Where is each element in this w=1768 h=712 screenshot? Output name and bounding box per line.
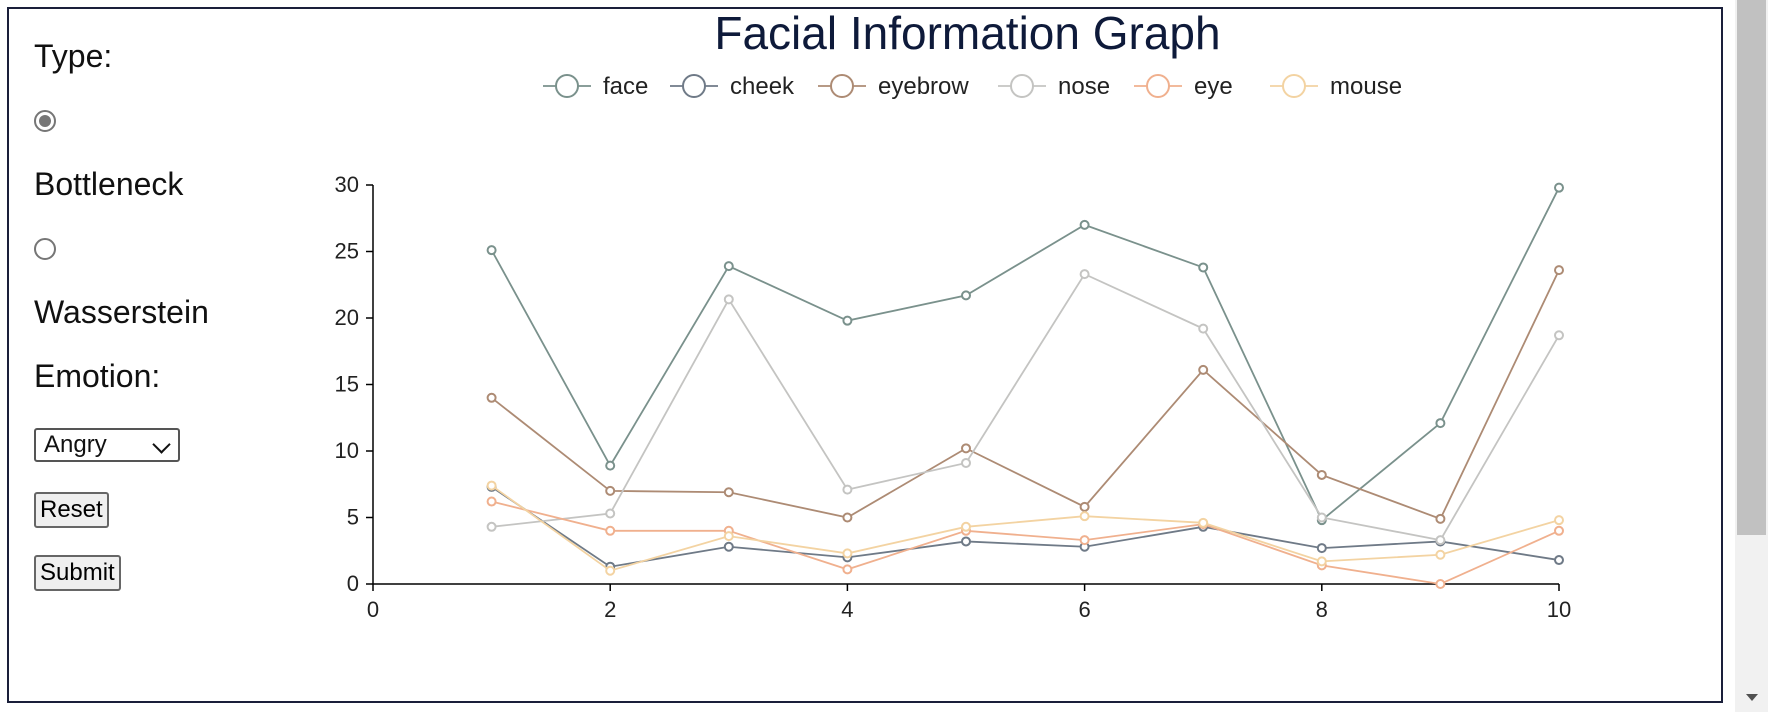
legend-label-eyebrow: eyebrow [878, 73, 969, 100]
data-point-mouse [486, 480, 497, 491]
data-point-eyebrow [605, 485, 616, 496]
legend-label-eye: eye [1194, 73, 1233, 100]
data-point-mouse [1435, 549, 1446, 560]
legend-marker-nose [1010, 74, 1034, 98]
data-point-face [961, 290, 971, 301]
scroll-down-arrow-icon[interactable] [1746, 694, 1758, 701]
data-point-cheek [723, 541, 734, 552]
data-point-nose [723, 294, 734, 305]
emotion-select-value: Angry [44, 431, 107, 458]
series-line-mouse [491, 484, 1560, 572]
data-point-nose [486, 521, 497, 532]
data-point-eye [1079, 535, 1090, 546]
y-tick-label: 10 [335, 438, 359, 463]
type-label: Type: [34, 38, 113, 74]
data-point-nose [605, 508, 616, 519]
vertical-scrollbar[interactable] [1735, 0, 1768, 712]
data-point-cheek [1554, 555, 1564, 566]
data-point-nose [1079, 269, 1090, 280]
x-tick-label: 0 [367, 597, 379, 622]
data-point-eye [605, 525, 616, 536]
data-point-eyebrow [1554, 265, 1564, 276]
y-tick-label: 30 [335, 172, 359, 197]
series-line-nose [491, 272, 1560, 542]
scrollbar-thumb[interactable] [1737, 0, 1766, 535]
submit-button[interactable]: Submit [34, 555, 121, 591]
data-point-eyebrow [1316, 469, 1327, 480]
data-point-mouse [1554, 515, 1564, 526]
data-point-face [842, 315, 853, 326]
legend-marker-cheek [682, 74, 706, 98]
data-point-mouse [605, 565, 616, 576]
data-point-mouse [1316, 556, 1327, 567]
data-point-eyebrow [1435, 513, 1446, 524]
data-point-face [1198, 262, 1209, 273]
data-point-mouse [1198, 517, 1209, 528]
data-point-cheek [961, 536, 971, 547]
emotion-label: Emotion: [34, 358, 161, 394]
data-point-nose [961, 457, 971, 468]
radio-bottleneck[interactable] [34, 110, 56, 132]
legend-marker-eye [1146, 74, 1170, 98]
y-tick-label: 25 [335, 239, 359, 264]
x-tick-label: 8 [1316, 597, 1328, 622]
radio-wasserstein[interactable] [34, 238, 56, 260]
data-point-eyebrow [961, 443, 971, 454]
radio-bottleneck-label: Bottleneck [34, 166, 184, 202]
data-point-nose [1435, 535, 1446, 546]
data-point-eye [1435, 579, 1446, 589]
data-point-face [1435, 418, 1446, 429]
x-tick-label: 4 [841, 597, 853, 622]
reset-button[interactable]: Reset [34, 492, 109, 528]
data-point-eyebrow [1198, 364, 1209, 375]
legend-marker-face [555, 74, 579, 98]
data-point-mouse [1079, 511, 1090, 522]
chart-title: Facial Information Graph [714, 7, 1221, 59]
data-point-eye [486, 496, 497, 507]
data-point-face [605, 460, 616, 471]
data-point-mouse [842, 548, 853, 559]
y-tick-label: 0 [347, 571, 359, 596]
data-point-face [723, 261, 734, 272]
y-tick-label: 20 [335, 305, 359, 330]
data-point-cheek [1316, 543, 1327, 554]
legend-label-cheek: cheek [730, 73, 795, 100]
legend-marker-eyebrow [830, 74, 854, 98]
line-chart: 0 2 4 6 8 10 0 5 10 15 20 25 30 face cheek eyebrow nose e… [335, 73, 1572, 622]
data-point-eye [842, 564, 853, 575]
data-point-nose [1316, 512, 1327, 523]
emotion-select[interactable]: Angry [34, 428, 180, 462]
x-tick-label: 6 [1078, 597, 1090, 622]
legend-label-face: face [603, 73, 648, 100]
data-point-eyebrow [842, 512, 853, 523]
legend-marker-mouse [1282, 74, 1306, 98]
data-point-mouse [723, 531, 734, 542]
data-point-face [1079, 219, 1090, 230]
app-frame [7, 7, 1723, 703]
radio-wasserstein-label: Wasserstein [34, 294, 209, 330]
data-point-eyebrow [1079, 501, 1090, 512]
data-point-nose [1198, 323, 1209, 334]
legend-label-nose: nose [1058, 73, 1110, 100]
series-line-eye [491, 500, 1560, 585]
series-line-eyebrow [491, 269, 1560, 520]
data-point-nose [842, 484, 853, 495]
y-tick-label: 5 [347, 505, 359, 530]
data-point-mouse [961, 521, 971, 532]
x-tick-label: 10 [1547, 597, 1571, 622]
data-point-nose [1554, 330, 1564, 341]
data-point-eyebrow [723, 487, 734, 498]
x-tick-label: 2 [604, 597, 616, 622]
y-tick-label: 15 [335, 372, 359, 397]
data-point-face [1554, 182, 1564, 193]
data-point-face [486, 245, 497, 256]
series-line-face [490, 187, 1560, 522]
data-point-eyebrow [486, 392, 497, 403]
legend-label-mouse: mouse [1330, 73, 1402, 100]
series-line-cheek [491, 486, 1560, 568]
data-point-eye [1554, 525, 1564, 536]
